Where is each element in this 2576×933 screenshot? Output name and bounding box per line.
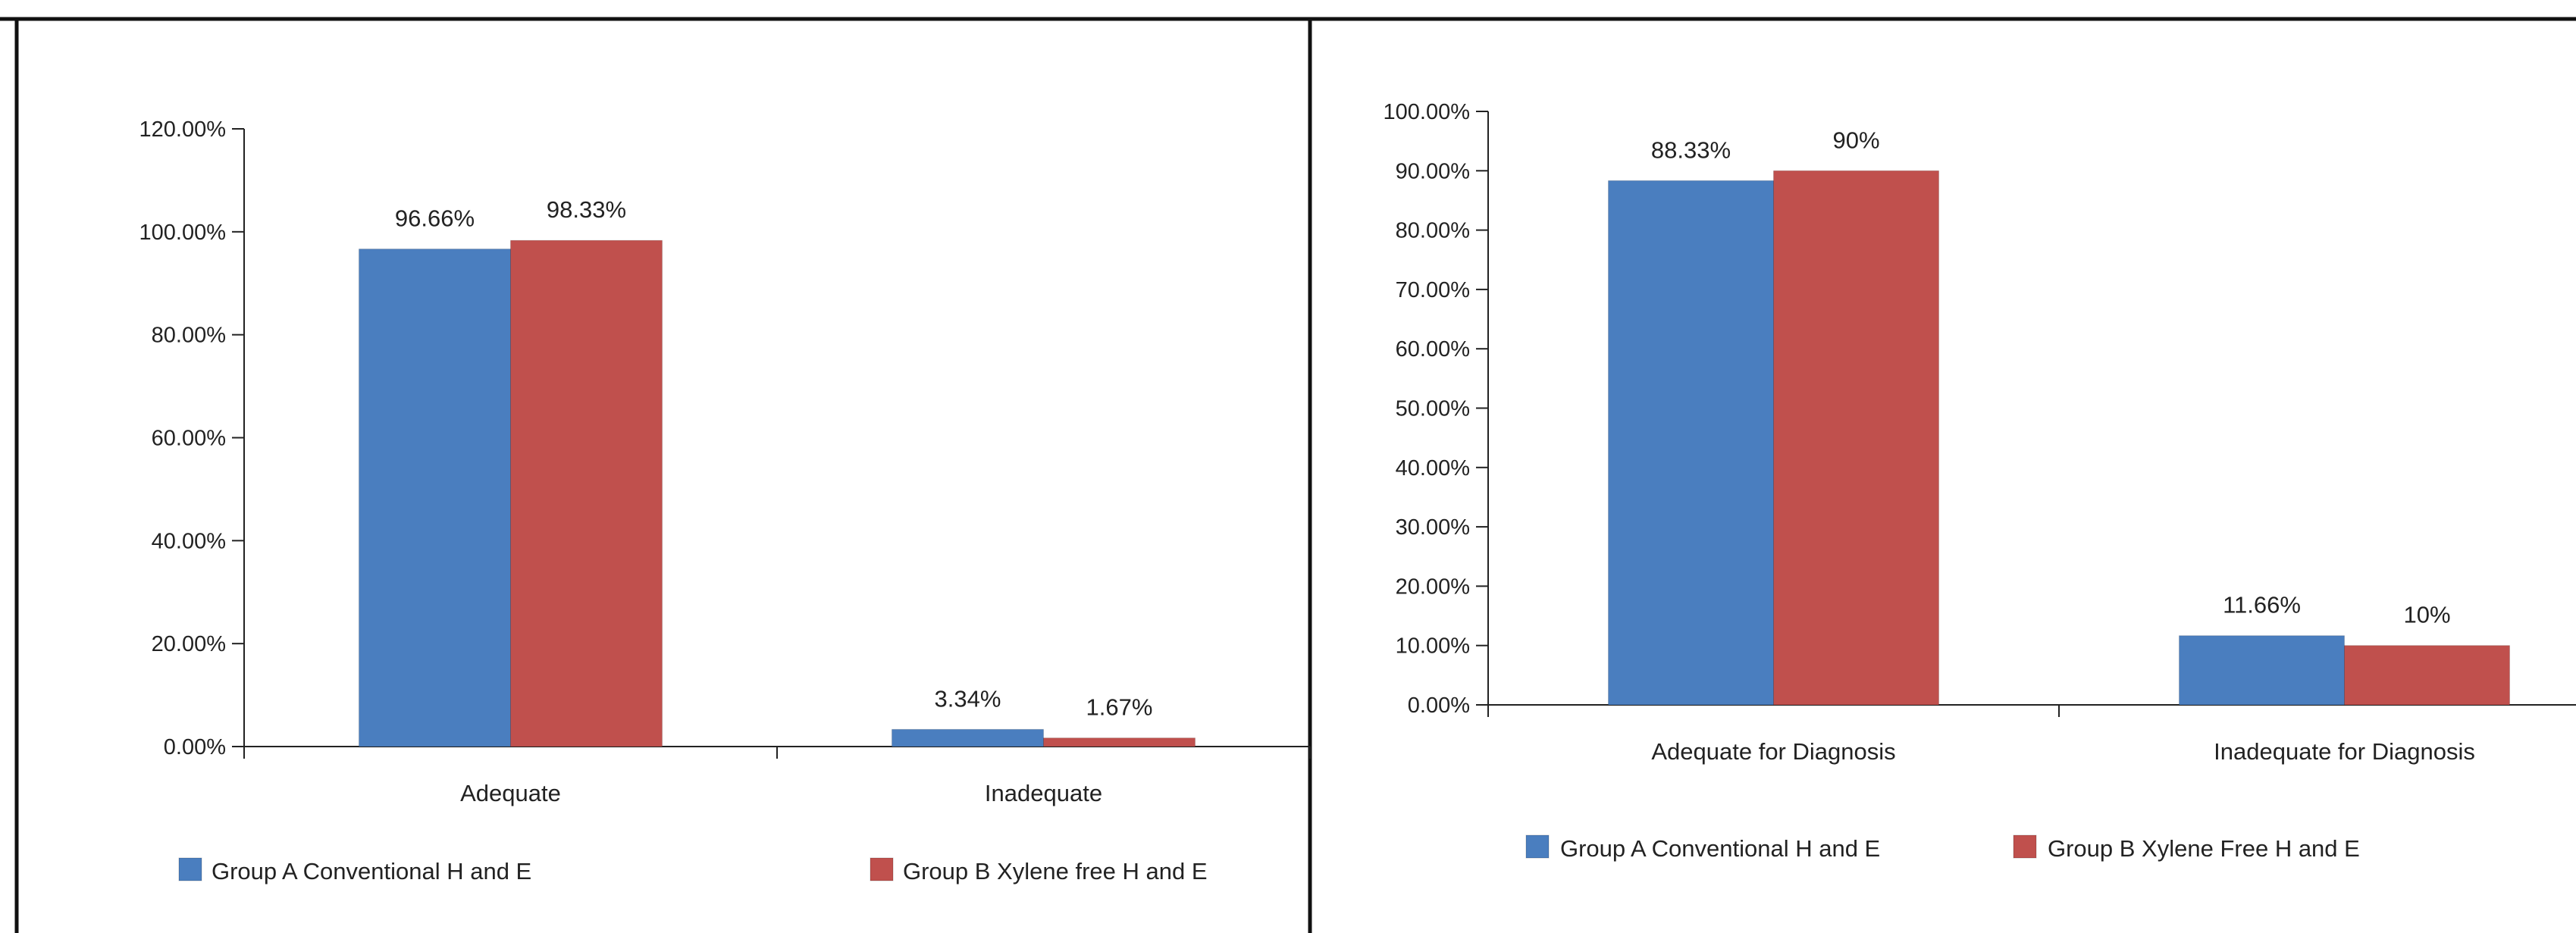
chart-left: 0.00% 20.00% 40.00% 60.00% 80.00% 100.00% 120.… [139,117,1311,884]
category-label: Adequate [460,780,561,806]
y-tick-label: 20.00% [152,632,226,656]
y-tick-label: 100.00% [139,221,227,245]
bar [510,240,663,747]
bar [2344,645,2510,706]
y-tick-label: 0.00% [1408,693,1470,718]
category-label: Inadequate [985,780,1102,806]
data-label: 3.34% [935,685,1001,712]
data-label: 11.66% [2223,592,2301,618]
legend: Group A Conventional H and E Group B Xyle… [1525,834,2360,862]
bar [1773,170,1939,706]
legend-label: Group A Conventional H and E [1560,835,1880,862]
data-label: 96.66% [395,205,475,232]
data-label: 1.67% [1086,694,1153,721]
data-label: 88.33% [1651,136,1731,163]
y-tick-label: 50.00% [1396,397,1470,421]
data-label: 98.33% [547,196,626,223]
y-tick-label: 60.00% [152,427,226,451]
y-tick-label: 30.00% [1396,515,1470,540]
y-tick-label: 40.00% [152,529,226,553]
y-tick-label: 120.00% [139,117,227,142]
bar [892,728,1044,747]
legend-swatch [1525,834,1550,859]
legend: Group A Conventional H and E Group B Xyle… [178,857,1208,884]
y-tick-label: 40.00% [1396,456,1470,481]
category-label: Adequate for Diagnosis [1651,738,1895,765]
y-tick-label: 0.00% [164,735,226,759]
data-label: 10% [2403,602,2450,628]
legend-swatch [870,857,894,881]
y-tick-label: 100.00% [1384,100,1471,124]
legend-swatch [178,857,202,881]
category-label: Inadequate for Diagnosis [2214,738,2475,765]
y-tick-label: 80.00% [152,324,226,348]
bar [2179,635,2345,706]
legend-swatch [2013,834,2037,859]
data-label: 90% [1832,127,1879,153]
y-tick-label: 10.00% [1396,634,1470,659]
panel-frames [0,17,2576,933]
y-tick-label: 70.00% [1396,278,1470,302]
y-tick-label: 20.00% [1396,575,1470,599]
legend-label: Group A Conventional H and E [212,858,531,884]
legend-label: Group B Xylene Free H and E [2048,835,2360,862]
bar [359,249,511,747]
y-tick-label: 60.00% [1396,337,1470,362]
y-tick-label: 80.00% [1396,219,1470,243]
legend-label: Group B Xylene free H and E [903,858,1208,884]
bar [1043,737,1196,747]
y-tick-label: 90.00% [1396,159,1470,183]
bar [1608,180,1774,706]
chart-right: 0.00% 10.00% 20.00% 30.00% 40.00% 50.00% 60.00… [1384,100,2576,862]
